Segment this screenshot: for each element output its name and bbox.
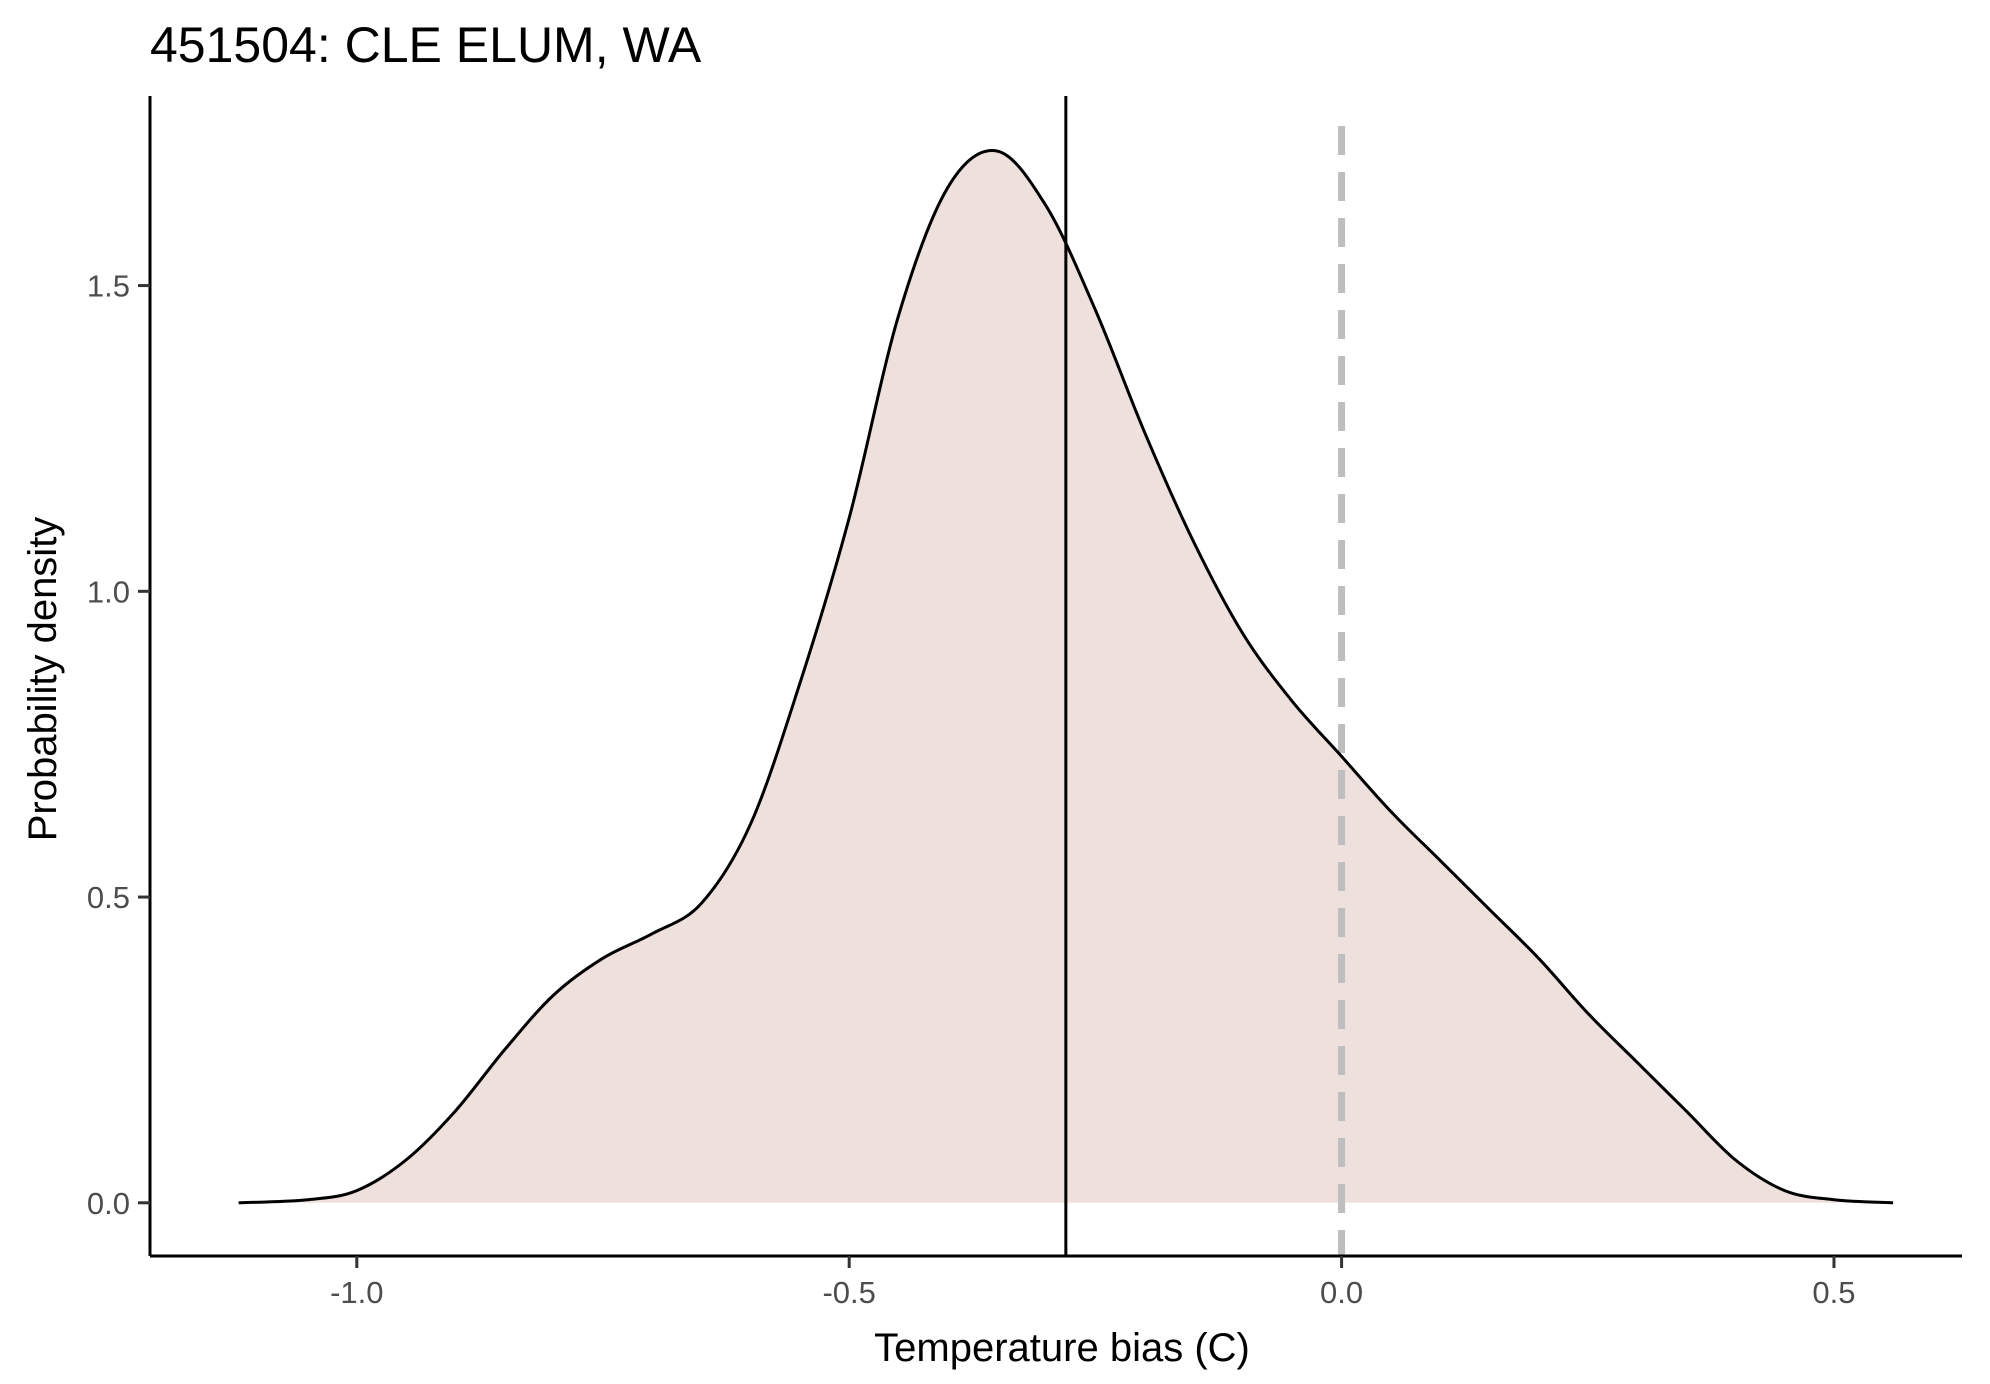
y-tick-label: 0.5	[87, 880, 130, 915]
x-tick-label: 0.5	[1812, 1275, 1855, 1310]
x-axis-title: Temperature bias (C)	[874, 1326, 1250, 1370]
x-tick-label: -0.5	[822, 1275, 875, 1310]
axes: -1.0 -0.5 0.0 0.5 0.0 0.5 1.0 1.5	[87, 96, 1962, 1310]
y-tick-label: 1.0	[87, 574, 130, 609]
density-curve	[238, 149, 1894, 1205]
y-tick-label: 0.0	[87, 1186, 130, 1221]
chart-title: 451504: CLE ELUM, WA	[150, 17, 702, 73]
y-axis-title: Probability density	[21, 517, 65, 842]
plot-area	[238, 96, 1894, 1256]
x-tick-label: -1.0	[330, 1275, 383, 1310]
y-tick-label: 1.5	[87, 269, 130, 304]
x-tick-label: 0.0	[1320, 1275, 1363, 1310]
